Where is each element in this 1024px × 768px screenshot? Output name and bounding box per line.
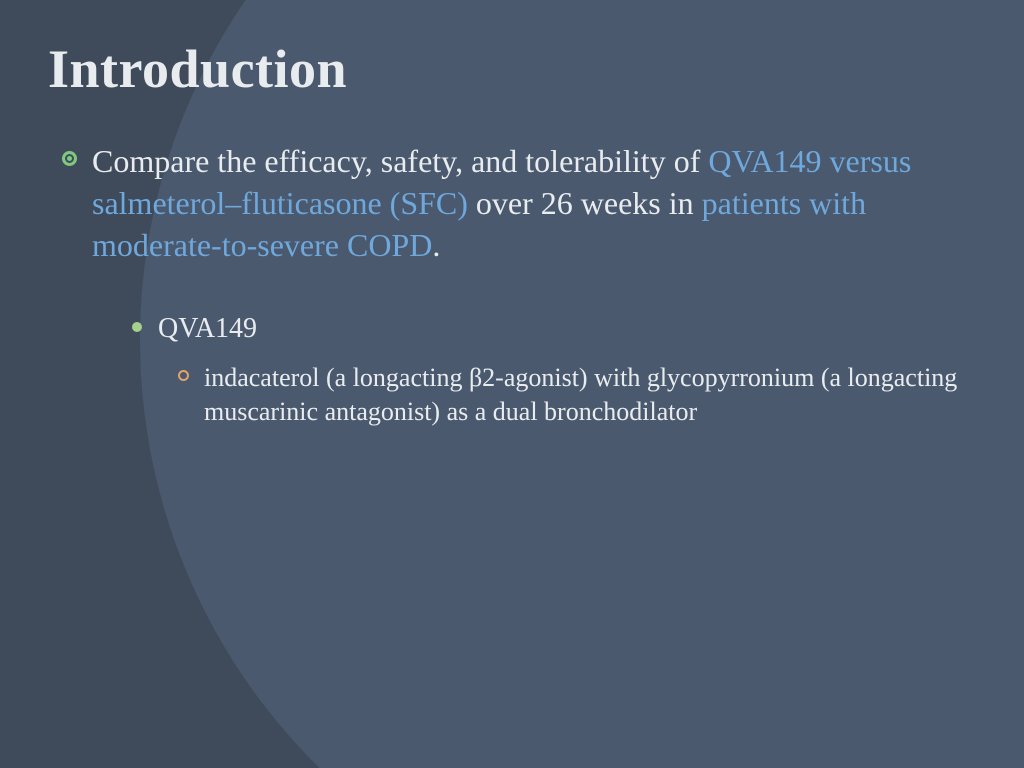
bullet-text-l2: QVA149 <box>158 311 257 347</box>
bullet-marker-l2 <box>132 311 158 347</box>
bullet-level-2: QVA149 <box>132 311 976 347</box>
bullet-level-1: Compare the efficacy, safety, and tolera… <box>62 140 976 267</box>
bullet-text-l3: indacaterol (a longacting β2-agonist) wi… <box>204 361 964 430</box>
bullet-marker-l3 <box>178 361 204 430</box>
text-run: . <box>432 227 440 263</box>
bullet-marker-l1 <box>62 140 92 267</box>
text-run: over 26 weeks in <box>476 185 702 221</box>
bullet-text-l1: Compare the efficacy, safety, and tolera… <box>92 140 976 267</box>
slide-content: Introduction Compare the efficacy, safet… <box>0 0 1024 470</box>
text-run: Compare the efficacy, safety, and tolera… <box>92 143 708 179</box>
slide: Introduction Compare the efficacy, safet… <box>0 0 1024 768</box>
bullet-level-3: indacaterol (a longacting β2-agonist) wi… <box>178 361 976 430</box>
slide-title: Introduction <box>48 38 976 100</box>
